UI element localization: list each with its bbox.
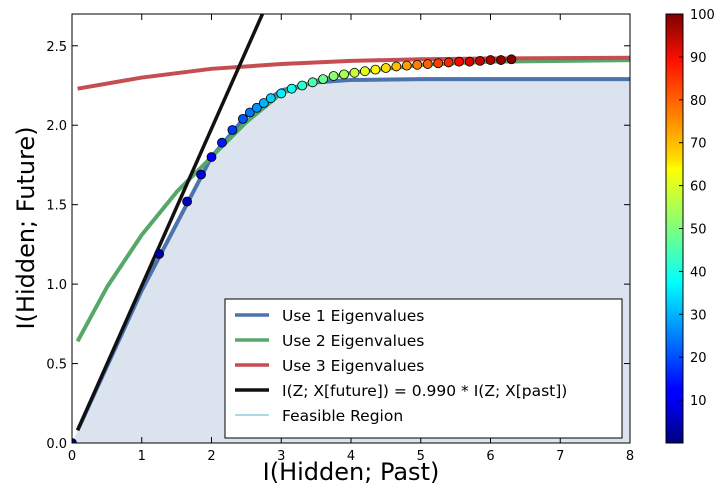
scatter-point [182,196,192,207]
x-tick-label: 7 [556,449,564,464]
y-tick-label: 1.5 [46,199,67,214]
scatter-point [339,69,349,80]
x-tick-label: 1 [138,449,146,464]
scatter-point [265,93,276,104]
scatter-point [475,55,485,66]
colorbar-tick-label: 20 [690,351,707,366]
legend-label: Feasible Region [282,407,403,425]
scatter-point [286,83,297,94]
scatter-point [360,66,370,77]
scatter-point [297,80,308,91]
scatter-point [154,249,165,259]
scatter-point [433,58,444,69]
x-tick-label: 8 [626,449,634,464]
legend-label: I(Z; X[future]) = 0.990 * I(Z; X[past]) [282,382,567,400]
scatter-point [307,77,318,88]
scatter-point [380,63,391,73]
x-axis-label: I(Hidden; Past) [263,458,440,486]
colorbar-tick-label: 90 [690,51,707,66]
y-tick-label: 0.0 [46,437,67,452]
x-tick-label: 2 [207,449,215,464]
scatter-point [391,61,402,72]
scatter-point [422,59,433,69]
scatter-point [349,67,360,78]
scatter-point [237,113,248,124]
legend-label: Use 3 Eigenvalues [282,357,424,375]
y-tick-label: 2.0 [46,119,67,134]
scatter-point [464,56,475,67]
x-tick-label: 5 [417,449,425,464]
y-ticks: 0.0 0.5 1.0 1.5 2.0 2.5 [46,40,630,452]
legend-box [224,298,623,439]
x-tick-label: 3 [277,449,285,464]
scatter-point [206,152,217,162]
colorbar-tick-label: 70 [690,137,707,152]
colorbar-tick-label: 80 [690,94,707,109]
x-tick-label: 0 [68,449,76,464]
scatter-point [454,56,465,67]
y-tick-label: 0.5 [46,358,67,373]
scatter-point [217,137,227,148]
colorbar-tick-label: 100 [690,8,715,23]
scatter-point [227,125,238,135]
scatter-point [496,55,506,65]
colorbar-tick-label: 50 [690,223,707,238]
colorbar-tick-label: 40 [690,265,707,280]
x-ticks: 0 1 2 3 4 5 6 7 8 [68,14,634,464]
x-tick-label: 6 [486,449,494,464]
scatter-point [443,57,454,68]
x-tick-label: 4 [347,449,355,464]
scatter-point [370,64,381,75]
scatter-point [276,88,287,99]
legend: Use 1 Eigenvalues Use 2 Eigenvalues Use 3 … [224,298,623,439]
legend-label: Use 1 Eigenvalues [282,307,424,325]
series-line-4 [75,14,265,431]
y-axis-label: I(Hidden; Future) [12,126,40,329]
scatter-point [258,98,269,108]
y-tick-label: 2.5 [46,40,67,55]
scatter-point [72,438,77,443]
scatter-point [251,102,262,113]
legend-label: Use 2 Eigenvalues [282,332,424,350]
colorbar: 10 20 30 40 50 60 70 80 90 100 [665,8,715,444]
scatter-point [244,107,255,118]
colorbar-tick-label: 60 [690,180,707,195]
colorbar-tick-label: 10 [690,394,707,409]
colorbar-tick-label: 30 [690,308,707,323]
scatter-point [506,54,517,65]
scatter-layer [72,54,517,443]
scatter-point [412,59,423,70]
y-tick-label: 1.0 [46,278,67,293]
scatter-point [328,71,339,81]
scatter-point [401,60,412,71]
scatter-point [196,169,206,180]
scatter-point [485,55,496,65]
scatter-point [318,74,329,85]
